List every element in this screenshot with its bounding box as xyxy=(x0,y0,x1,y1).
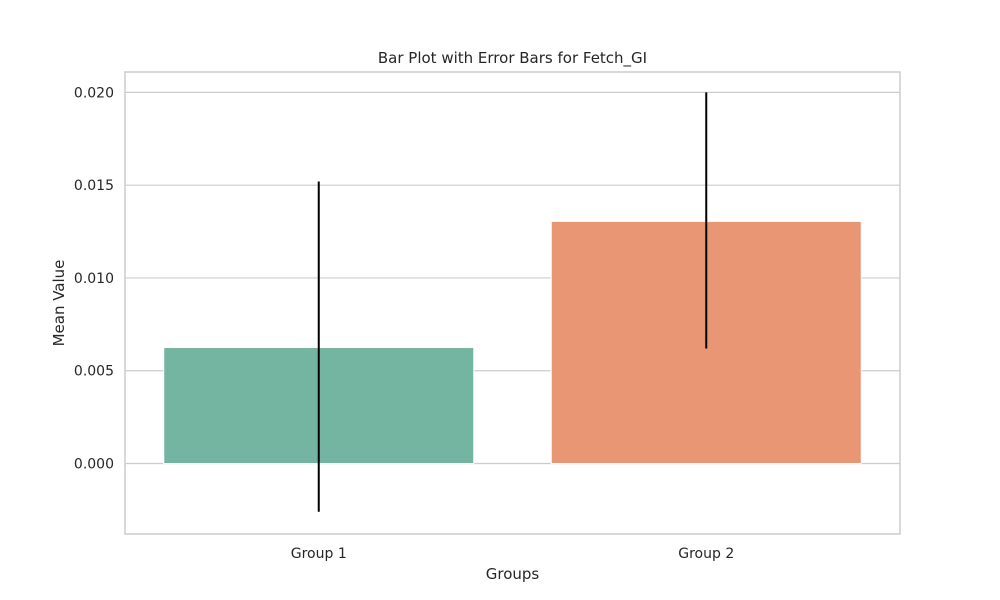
x-axis-ticks: Group 1 Group 2 xyxy=(291,546,734,562)
plot-frame xyxy=(124,71,901,535)
y-tick-label: 0.010 xyxy=(74,271,114,287)
y-tick-label: 0.005 xyxy=(74,364,114,380)
error-bars xyxy=(317,92,708,512)
y-tick-label: 0.000 xyxy=(74,456,114,472)
x-tick-label: Group 2 xyxy=(678,546,734,562)
x-axis-label: Groups xyxy=(486,565,540,583)
y-axis-ticks: 0.000 0.005 0.010 0.015 0.020 xyxy=(74,85,114,472)
y-tick-label: 0.020 xyxy=(74,85,114,101)
y-axis-label: Mean Value xyxy=(50,260,68,347)
chart-title: Bar Plot with Error Bars for Fetch_GI xyxy=(378,49,647,68)
x-tick-label: Group 1 xyxy=(291,546,347,562)
y-tick-label: 0.015 xyxy=(74,178,114,194)
